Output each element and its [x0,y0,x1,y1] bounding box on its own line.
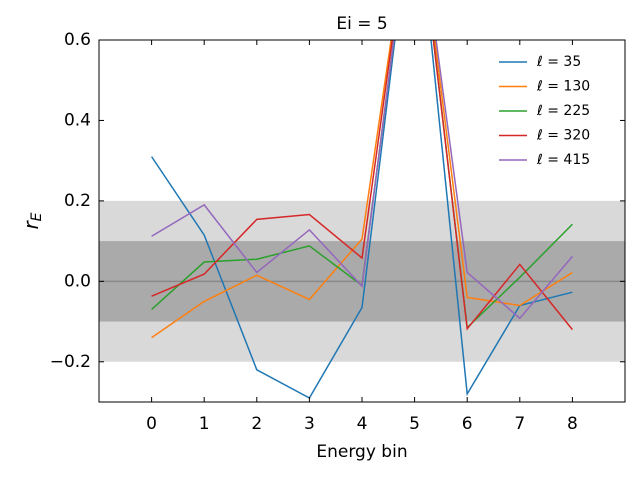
x-tick-label: 7 [514,414,525,434]
y-axis-label-sub: E [29,212,45,221]
y-tick-label: 0.2 [64,191,91,211]
legend-label: ℓ = 35 [536,54,581,70]
x-tick-label: 6 [462,414,473,434]
x-tick-label: 3 [304,414,315,434]
x-tick-label: 4 [357,414,368,434]
y-tick-label: −0.2 [50,352,91,372]
y-tick-label: 0.6 [64,30,91,50]
legend-label: ℓ = 225 [536,103,590,119]
x-axis-label: Energy bin [316,442,407,462]
series-line [151,40,573,331]
axes: 0 1 2 3 4 5 6 7 8 −0.2 0.0 0.2 0.4 0.6 ℓ = 35 ℓ = 130 ℓ … [50,30,626,434]
y-axis-label: rE [19,212,46,229]
x-tick-label: 5 [409,414,420,434]
legend-label: ℓ = 415 [536,152,590,168]
x-tick-label: 8 [567,414,578,434]
series-lines [150,40,573,399]
x-tick-label: 0 [146,414,157,434]
chart-title: Ei = 5 [336,14,387,34]
y-axis-label-main: r [19,220,43,230]
series-line [150,40,573,399]
series-line [151,40,573,320]
y-tick-label: 0.4 [64,110,91,130]
y-tick-label: 0.0 [64,271,91,291]
x-tick-label: 1 [199,414,210,434]
legend-label: ℓ = 320 [536,128,590,144]
legend-label: ℓ = 130 [536,79,590,95]
x-tick-label: 2 [251,414,262,434]
